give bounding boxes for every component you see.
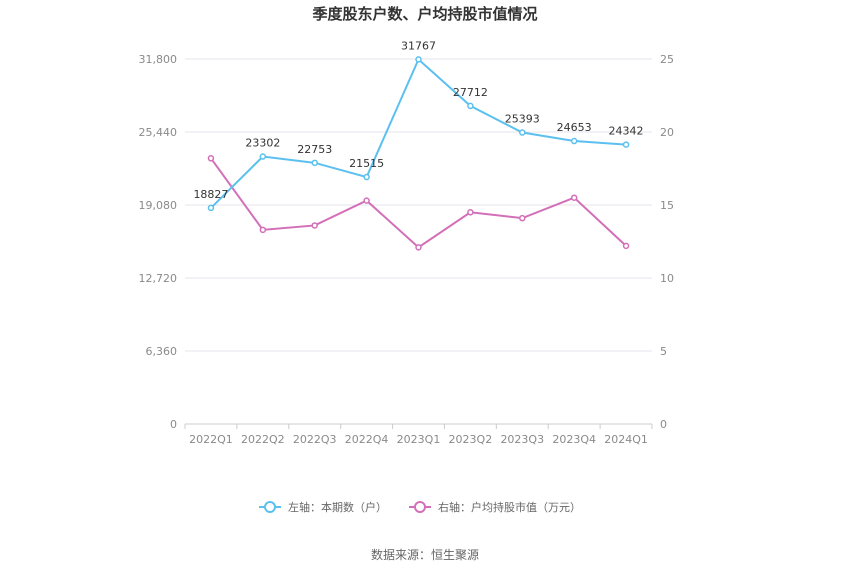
left-tick-label: 31,800 [139,53,178,66]
data-point[interactable] [311,222,318,229]
x-tick-label: 2024Q1 [604,433,648,446]
x-tick-label: 2023Q2 [449,433,493,446]
right-tick-label: 0 [660,418,667,431]
data-point[interactable] [415,244,422,251]
series-line [210,157,627,249]
grid-lines [185,58,652,425]
data-point[interactable] [259,153,267,160]
data-point[interactable] [259,226,267,234]
data-label: 25393 [505,113,540,126]
right-tick-label: 5 [660,345,667,358]
x-tick-label: 2023Q1 [397,433,441,446]
left-tick-label: 12,720 [139,272,178,285]
x-tick-label: 2023Q4 [552,433,596,446]
data-label: 27712 [453,86,488,99]
x-tick-label: 2022Q3 [293,433,337,446]
data-point[interactable] [207,155,215,162]
data-point[interactable] [415,56,422,63]
x-axis: 2022Q1 2022Q2 2022Q3 2022Q4 2023Q1 2023Q2 2023… [184,424,653,446]
data-point[interactable] [570,137,578,145]
right-tick-label: 10 [660,272,674,285]
legend: 左轴：本期数（户） 右轴：户均持股市值（万元） [259,500,581,514]
x-tick-label: 2023Q3 [500,433,544,446]
data-point[interactable] [467,209,474,216]
left-tick-label: 0 [170,418,177,431]
data-point[interactable] [311,159,318,167]
legend-marker [264,501,276,513]
data-point[interactable] [570,194,578,201]
data-point[interactable] [363,197,370,204]
right-tick-label: 20 [660,126,674,139]
data-point[interactable] [467,102,474,110]
data-point[interactable] [519,129,526,136]
left-tick-label: 6,360 [146,345,178,358]
data-label: 18827 [193,188,228,201]
legend-marker [414,501,426,513]
data-point[interactable] [207,204,215,212]
series-layer: 18827 23302 22753 21515 31767 27712 25393 24653… [193,39,644,251]
right-tick-label: 25 [660,53,674,66]
data-point[interactable] [519,214,526,222]
data-point[interactable] [622,141,630,148]
legend-label[interactable]: 左轴：本期数（户） [288,500,387,514]
right-tick-label: 15 [660,199,674,212]
data-label: 31767 [401,39,436,52]
data-label: 22753 [297,143,332,156]
source-note: 数据来源：恒生聚源 [371,547,479,562]
data-label: 23302 [245,137,280,150]
data-point[interactable] [622,242,630,250]
data-point[interactable] [363,173,370,181]
chart-title: 季度股东户数、户均持股市值情况 [312,5,537,23]
x-tick-label: 2022Q2 [241,433,285,446]
data-label: 24342 [609,125,644,138]
left-axis: 0 6,360 12,720 19,080 25,440 31,800 [139,53,178,431]
x-tick-label: 2022Q4 [345,433,389,446]
left-tick-label: 19,080 [139,199,178,212]
legend-label[interactable]: 右轴：户均持股市值（万元） [438,500,581,514]
left-tick-label: 25,440 [139,126,178,139]
data-label: 24653 [557,121,592,134]
x-tick-label: 2022Q1 [189,433,233,446]
right-axis: 0 5 10 15 20 25 [660,53,674,431]
data-label: 21515 [349,157,384,170]
